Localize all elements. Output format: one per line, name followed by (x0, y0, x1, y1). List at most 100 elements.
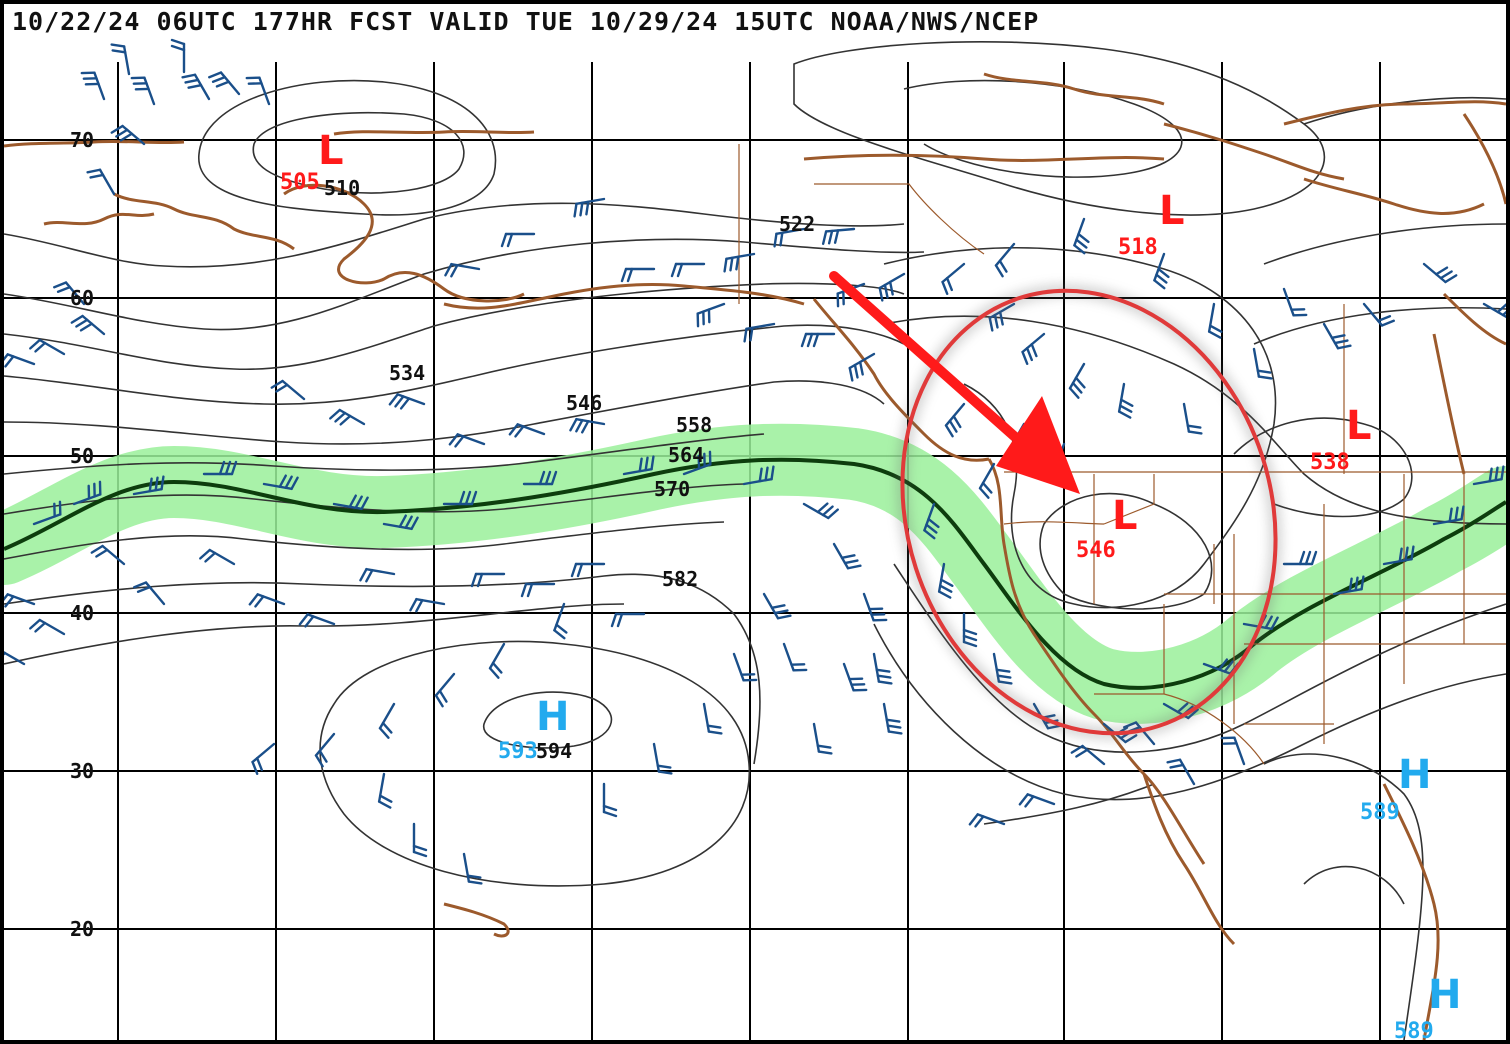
wind-barb (448, 433, 486, 448)
wind-barb (682, 450, 712, 476)
map-header-title: 10/22/24 06UTC 177HR FCST VALID TUE 10/2… (12, 7, 1039, 36)
wind-barb (80, 71, 106, 101)
wind-barb (377, 772, 393, 809)
wind-barb (4, 353, 36, 368)
wind-barb (298, 613, 336, 628)
wind-barb (762, 592, 792, 620)
graticule (4, 62, 1506, 1040)
wind-barb (944, 402, 966, 438)
wind-barb (520, 582, 556, 598)
low-centers: L 505 L 518 L 538 L 546 (280, 128, 1372, 563)
wind-barb (573, 197, 606, 218)
wind-barb (110, 124, 146, 146)
wind-barb (878, 272, 906, 302)
wind-barb (132, 475, 165, 496)
map-canvas: 10/22/24 06UTC 177HR FCST VALID TUE 10/2… (4, 7, 1506, 1040)
wind-barb (4, 593, 36, 608)
wind-barb (388, 393, 426, 410)
wind-barb (442, 490, 478, 506)
low-letter: L (1159, 188, 1185, 234)
lat-label-40: 40 (70, 601, 94, 625)
high-value: 589 (1360, 800, 1400, 825)
contour-labels: 510 522 534 546 558 564 570 582 594 (324, 176, 815, 763)
wind-barb (602, 782, 618, 818)
wind-barb (994, 242, 1016, 278)
high-value: 589 (1394, 1019, 1434, 1040)
wind-barb (262, 474, 299, 491)
wind-barb (1182, 402, 1203, 435)
wind-barb (553, 602, 568, 640)
wind-barb (170, 38, 186, 74)
wind-barb (1207, 302, 1223, 339)
low-letter: L (1346, 403, 1372, 449)
wind-barb (978, 462, 996, 499)
coastlines (4, 72, 1506, 1040)
wind-barb (378, 702, 396, 739)
wind-barb (732, 652, 758, 682)
wind-barb (181, 73, 211, 101)
wind-barb (962, 612, 978, 648)
wind-barb (1322, 322, 1352, 350)
wind-barb (508, 423, 546, 438)
jet-stream-core (4, 457, 1506, 690)
forecast-map: 10/22/24 06UTC 177HR FCST VALID TUE 10/2… (4, 4, 1506, 1040)
wind-barb (782, 642, 808, 672)
wind-barb (314, 732, 336, 768)
wind-barb (332, 494, 369, 511)
wind-barb (470, 572, 506, 588)
wind-barb (742, 465, 775, 486)
low-letter: L (318, 128, 344, 174)
height-contours (4, 40, 1506, 1040)
wind-barb (743, 322, 776, 343)
wind-barb (1482, 302, 1506, 320)
contour-label: 546 (566, 391, 602, 415)
wind-barb (1432, 505, 1465, 526)
wind-barbs (4, 38, 1506, 885)
wind-barb (29, 618, 66, 636)
high-centers: H 593 H 589 H 589 (498, 694, 1461, 1040)
wind-barb (248, 593, 286, 608)
wind-barb (199, 548, 236, 566)
wind-barb (409, 597, 446, 613)
wind-barb (1332, 575, 1365, 596)
wind-barb (500, 232, 536, 248)
wind-barb (329, 408, 366, 426)
wind-barb (862, 592, 888, 622)
wind-barb (29, 338, 66, 356)
high-letter: H (536, 694, 569, 740)
lat-label-30: 30 (70, 759, 94, 783)
wind-barb (130, 76, 156, 106)
wind-barb (32, 500, 62, 526)
wind-barb (1472, 465, 1505, 486)
wind-barb (610, 612, 646, 628)
wind-barb (1282, 287, 1308, 317)
wind-barb (1220, 736, 1246, 766)
wind-barb (800, 332, 836, 348)
wind-barb (133, 581, 166, 606)
wind-barb (802, 502, 839, 520)
wind-barb (821, 227, 856, 245)
wind-barb (652, 742, 673, 775)
wind-barb (72, 480, 102, 506)
wind-barb (620, 267, 656, 283)
wind-barb (412, 822, 428, 858)
wind-barb (208, 71, 241, 96)
red-ellipse-annotation (897, 285, 1281, 739)
lat-label-50: 50 (70, 444, 94, 468)
wind-barb (1117, 382, 1134, 419)
wind-barb (702, 702, 723, 735)
wind-barb (270, 379, 306, 401)
wind-barb (1070, 744, 1106, 766)
wind-barb (245, 76, 271, 106)
wind-barb (773, 227, 806, 248)
wind-barb (86, 168, 116, 196)
high-letter: H (1398, 752, 1431, 798)
wind-barb (1422, 262, 1458, 284)
wind-barb (992, 652, 1013, 685)
wind-barb (1362, 302, 1395, 327)
wind-barb (832, 542, 862, 570)
latitude-labels: 70 60 50 40 30 20 (70, 128, 94, 941)
wind-barb (848, 352, 876, 382)
contour-label: 582 (662, 567, 698, 591)
